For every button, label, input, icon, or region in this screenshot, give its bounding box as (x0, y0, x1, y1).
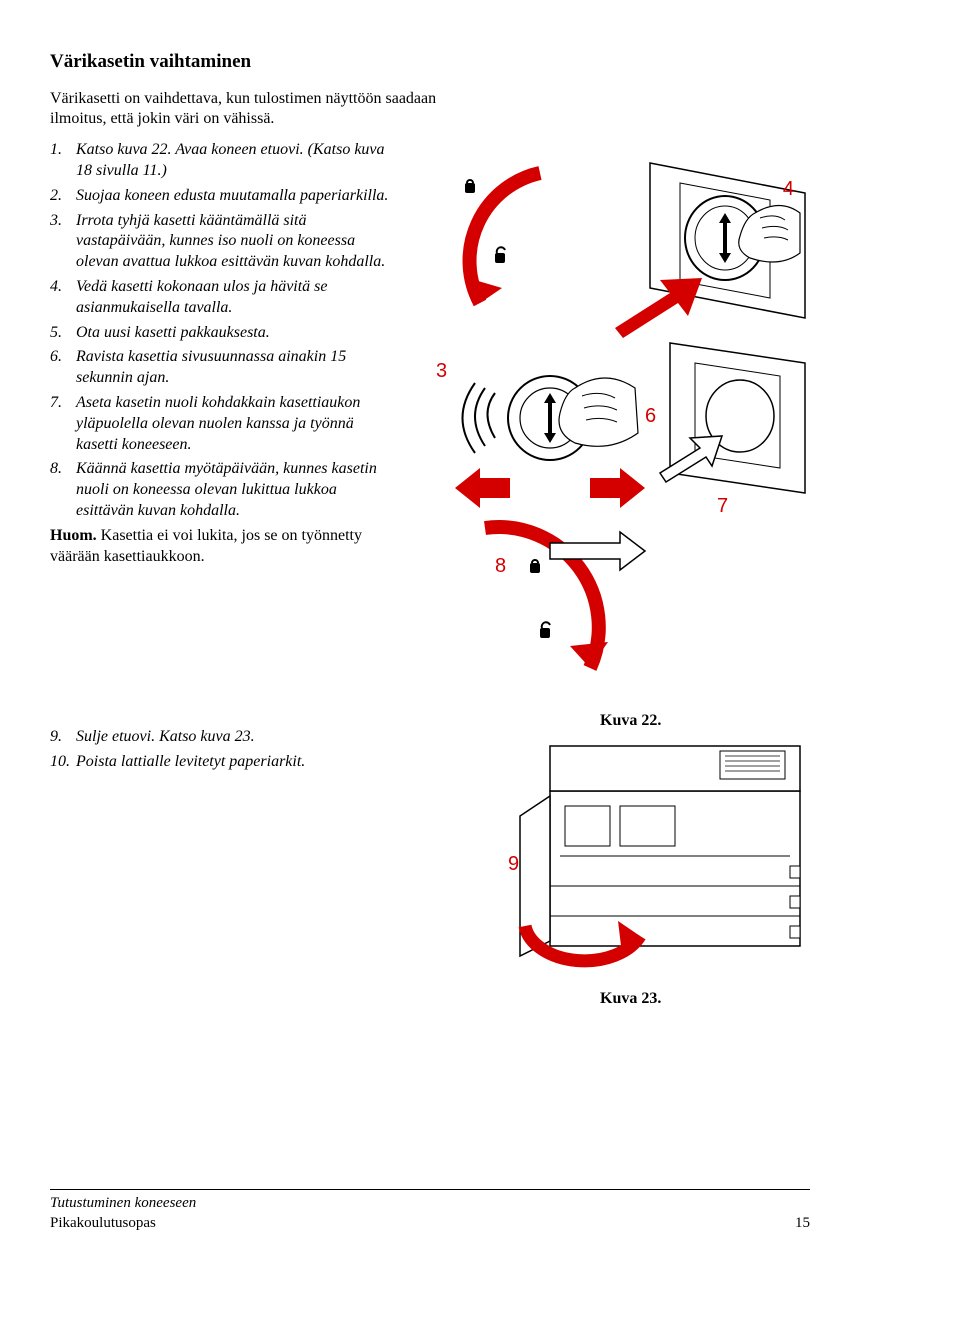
footer-guide-name: Pikakoulutusopas (50, 1214, 156, 1234)
step-4: 4.Vedä kasetti kokonaan ulos ja hävitä s… (50, 277, 390, 319)
figure-23-svg (420, 736, 810, 981)
figure-23: 9 (420, 736, 810, 981)
figure-22-label: Kuva 22. (420, 711, 810, 732)
step-1: 1.Katso kuva 22. Avaa koneen etuovi. (Ka… (50, 140, 390, 182)
step-8: 8.Käännä kasettia myötäpäivään, kunnes k… (50, 459, 390, 521)
callout-9: 9 (508, 851, 519, 877)
step-3: 3.Irrota tyhjä kasetti kääntämällä sitä … (50, 211, 390, 273)
note: Huom. Kasettia ei voi lukita, jos se on … (50, 526, 390, 568)
note-text: Kasettia ei voi lukita, jos se on työnne… (50, 527, 362, 565)
callout-7: 7 (717, 493, 728, 519)
callout-3: 3 (436, 358, 447, 384)
step-7: 7.Aseta kasetin nuoli kohdakkain kasetti… (50, 393, 390, 455)
figure-22: 3 4 6 7 8 (420, 158, 810, 673)
intro-text: Värikasetti on vaihdettava, kun tulostim… (50, 89, 480, 131)
step-2: 2.Suojaa koneen edusta muutamalla paperi… (50, 186, 390, 207)
step-5: 5.Ota uusi kasetti pakkauksesta. (50, 323, 390, 344)
callout-6: 6 (645, 403, 656, 429)
callout-4: 4 (783, 176, 794, 202)
figure-22-svg (420, 158, 810, 673)
page-number: 15 (795, 1214, 810, 1234)
step-10: 10.Poista lattialle levitetyt paperiarki… (50, 752, 390, 773)
callout-8: 8 (495, 553, 506, 579)
section-title: Värikasetin vaihtaminen (50, 50, 810, 75)
steps-list-1: 1.Katso kuva 22. Avaa koneen etuovi. (Ka… (50, 140, 390, 522)
figure-23-label: Kuva 23. (420, 989, 810, 1010)
note-bold: Huom. (50, 527, 97, 544)
footer-section: Tutustuminen koneeseen (50, 1194, 810, 1214)
steps-list-2: 9.Sulje etuovi. Katso kuva 23. 10.Poista… (50, 727, 390, 773)
step-9: 9.Sulje etuovi. Katso kuva 23. (50, 727, 390, 748)
page-footer: Tutustuminen koneeseen Pikakoulutusopas … (50, 1189, 810, 1233)
step-6: 6.Ravista kasettia sivusuunnassa ainakin… (50, 347, 390, 389)
